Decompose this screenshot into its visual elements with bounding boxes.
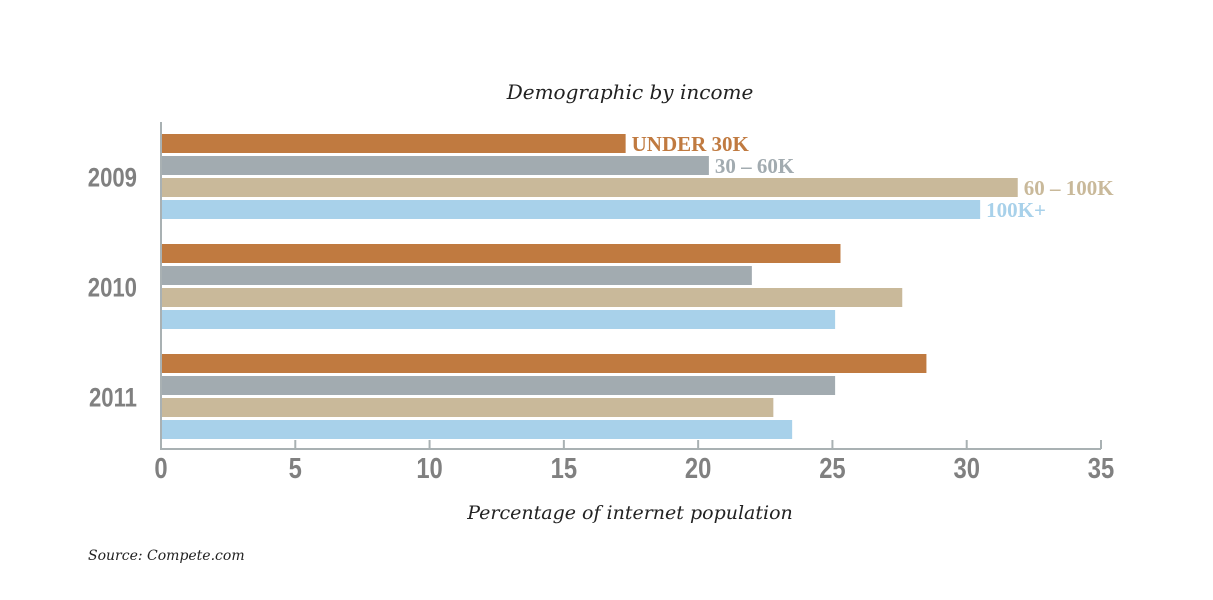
bar-2009-100k- [161,200,981,219]
x-tick-label-15: 15 [551,452,577,485]
series-label-30-60k: 30 – 60K [715,154,795,178]
y-tick-label-2009: 2009 [88,164,137,194]
series-label-60-100k: 60 – 100K [1024,176,1115,200]
bar-2011-100k- [161,420,793,439]
bar-2009-60-100k [161,178,1018,197]
y-tick-label-2011: 2011 [89,384,137,414]
source-note: Source: Compete.com [88,548,245,564]
x-tick-label-10: 10 [416,452,442,485]
x-tick-label-5: 5 [289,452,302,485]
series-label-under-30k: UNDER 30K [632,132,750,156]
bar-2009-30-60k [161,156,709,175]
bar-2010-100k- [161,310,836,329]
bar-2010-30-60k [161,266,752,285]
bar-2011-30-60k [161,376,836,395]
series-label-100k-: 100K+ [986,198,1046,222]
bar-2010-under-30k [161,244,841,263]
y-tick-label-2010: 2010 [88,274,137,304]
bar-2009-under-30k [161,134,626,153]
bar-2011-60-100k [161,398,774,417]
x-tick-label-35: 35 [1088,452,1114,485]
x-tick-label-30: 30 [953,452,979,485]
x-axis-label: Percentage of internet population [467,502,793,524]
chart-title: Demographic by income [506,80,754,104]
x-tick-label-25: 25 [819,452,845,485]
bar-2011-under-30k [161,354,927,373]
x-tick-label-0: 0 [154,452,167,485]
bar-2010-60-100k [161,288,903,307]
x-tick-label-20: 20 [685,452,711,485]
